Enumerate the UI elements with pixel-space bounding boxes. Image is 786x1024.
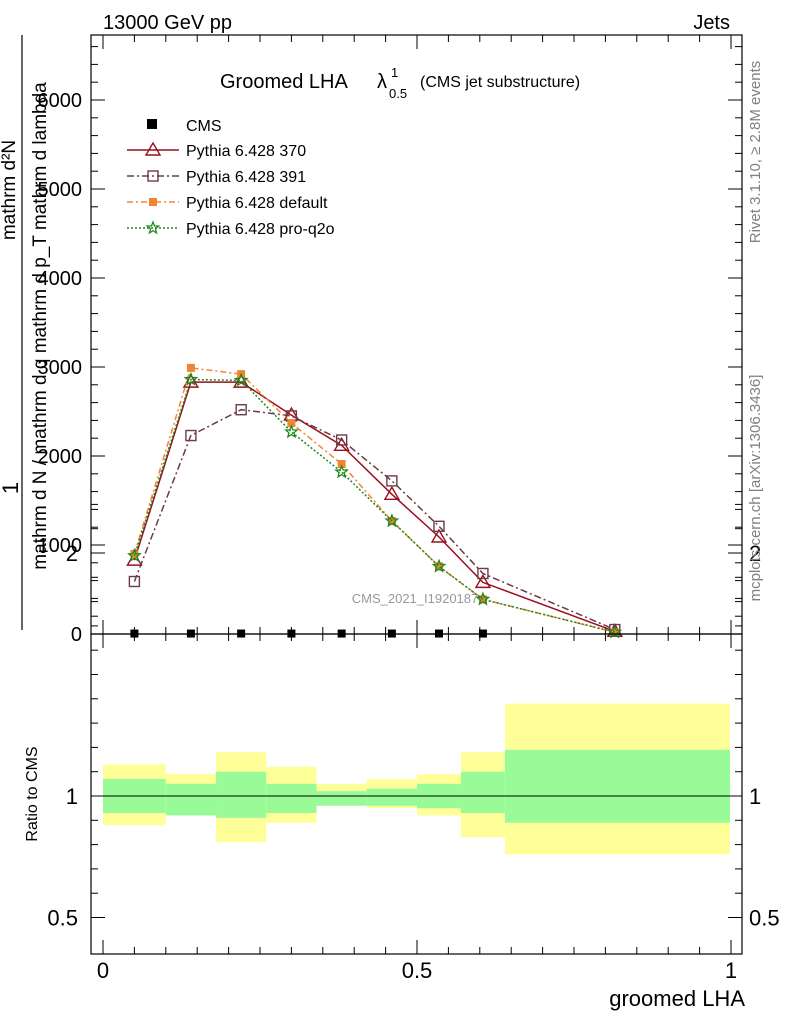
main-axis-ticks: [91, 35, 742, 635]
legend-label: Pythia 6.428 pro-q2o: [186, 221, 335, 238]
legend-cms-marker: [147, 119, 157, 129]
ratio-y-tick-label-right: 2: [749, 541, 761, 566]
title-note: (CMS jet substructure): [420, 74, 580, 91]
rivet-version-label: Rivet 3.1.10, ≥ 2.8M events: [747, 61, 764, 244]
main-y-tick-label: 6000: [38, 90, 83, 112]
series-point: [145, 220, 161, 235]
series-point: [147, 170, 159, 182]
category-label: Jets: [693, 12, 730, 34]
series-point: [386, 475, 398, 487]
series-point: [430, 528, 448, 543]
series-layer: [126, 363, 624, 639]
title-main: Groomed LHA: [220, 71, 348, 93]
series-point: [478, 595, 487, 604]
series-point: [337, 460, 346, 469]
ratio-inner-band: [316, 791, 367, 806]
main-y-tick-label: 0: [71, 624, 82, 646]
series-point: [287, 419, 296, 428]
title-subscript: 0.5: [389, 86, 407, 101]
series-point: [128, 575, 141, 588]
beam-label: 13000 GeV pp: [103, 12, 232, 34]
series-point: [384, 513, 400, 528]
x-tick-label: 1: [725, 958, 737, 983]
legend-cms-label: CMS: [186, 118, 222, 135]
ratio-y-tick-label: 1: [66, 784, 78, 809]
ratio-panel: 0.5 0.51 12 2 0 0.5 1 Ratio to CMS groomed LH…: [24, 503, 780, 1011]
main-y-tick-label: 5000: [38, 179, 83, 201]
series-point: [182, 373, 200, 388]
plot-title: Groomed LHA λ 1 0.5 (CMS jet substructur…: [220, 65, 580, 101]
main-y-tick-label: 3000: [38, 357, 83, 379]
ratio-frame: [90, 633, 743, 955]
series-point: [183, 371, 199, 386]
series-line: [133, 378, 615, 633]
series-point: [607, 624, 623, 639]
mcplots-label: mcplots.cern.ch [arXiv:1306.3436]: [747, 375, 764, 602]
series-4: [127, 371, 623, 639]
main-panel: CMS_2021_I1920187 0 1000 2000 3000 4000 5000 6…: [38, 34, 743, 646]
ratio-y-tick-label-right: 0.5: [749, 906, 780, 931]
legend: CMS Pythia 6.428 370 Pythia 6.428 391 Pythi…: [127, 118, 335, 238]
main-y-tick-label: 1000: [38, 535, 83, 557]
legend-label: Pythia 6.428 370: [186, 143, 306, 160]
series-point: [127, 547, 142, 562]
series-point: [235, 404, 247, 416]
series-point: [433, 520, 445, 533]
ylabel-denominator: mathrm d N / mathrm d q mathrm d p_T mat…: [30, 82, 51, 570]
ratio-inner-band: [504, 749, 730, 823]
x-tick-label: 0: [97, 958, 109, 983]
series-point: [284, 424, 299, 439]
ratio-inner-band: [460, 771, 505, 814]
legend-label: Pythia 6.428 default: [186, 195, 328, 212]
ratio-inner-band: [165, 783, 217, 816]
series-point: [335, 434, 348, 446]
main-y-tick-labels: 0 1000 2000 3000 4000 5000 6000: [38, 90, 83, 646]
series-point: [186, 363, 195, 372]
series-point: [431, 558, 447, 573]
series-point: [334, 464, 349, 479]
ratio-inner-band: [366, 788, 417, 806]
title-symbol: λ: [377, 71, 387, 93]
main-y-tick-label: 2000: [38, 446, 83, 468]
ratio-inner-band: [216, 771, 267, 818]
ratio-y-tick-labels: 0.5 0.5 1 1 2 2: [47, 541, 779, 931]
ratio-axis-ticks: [91, 503, 742, 954]
ylabel-top: mathrm d²N: [0, 140, 20, 240]
x-tick-label: 0.5: [402, 958, 433, 983]
ratio-uncertainty-bands: [103, 703, 730, 855]
series-point: [477, 567, 489, 580]
legend-label: Pythia 6.428 391: [186, 169, 306, 186]
series-point: [475, 591, 491, 606]
ratio-y-tick-label-right: 1: [749, 784, 761, 809]
x-axis-label: groomed LHA: [609, 986, 745, 1011]
analysis-watermark: CMS_2021_I1920187: [352, 591, 479, 606]
ratio-y-axis-label: Ratio to CMS: [24, 746, 41, 841]
ylabel-numerator: 1: [0, 482, 23, 494]
series-point: [233, 372, 249, 387]
ratio-inner-band: [266, 783, 317, 814]
ratio-y-tick-label: 2: [66, 541, 78, 566]
series-point: [434, 562, 443, 571]
main-y-tick-label: 4000: [38, 268, 83, 290]
series-point: [383, 485, 401, 500]
title-superscript: 1: [391, 65, 398, 80]
series-point: [474, 573, 492, 589]
ratio-y-tick-label: 0.5: [47, 906, 78, 931]
main-y-axis-label: 1 mathrm d N / mathrm d q mathrm d p_T m…: [0, 35, 51, 630]
series-point: [149, 198, 157, 206]
series-point: [144, 141, 162, 156]
series-point: [610, 628, 619, 637]
x-tick-labels: 0 0.5 1: [97, 958, 737, 983]
series-line: [133, 408, 616, 631]
series-point: [185, 429, 197, 442]
